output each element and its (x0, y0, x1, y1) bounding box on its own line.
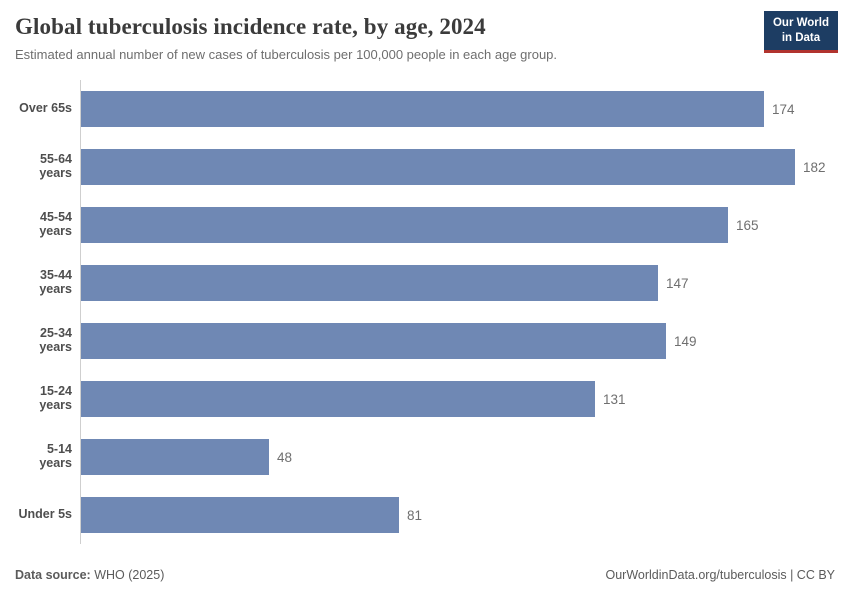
bar[interactable] (81, 149, 795, 185)
category-label: 55-64 years (39, 152, 72, 180)
bar-rows: Over 65s 174 55-64 years 182 45-54 years 165 3… (15, 80, 835, 544)
chart-footer: Data source: WHO (2025) OurWorldinData.o… (15, 562, 835, 590)
category-label: Under 5s (18, 507, 73, 522)
owid-logo[interactable]: Our World in Data (763, 11, 838, 53)
bar-row: 5-14 years 48 (15, 428, 835, 486)
value-label: 147 (666, 275, 689, 291)
bar-row: 25-34 years 149 (15, 312, 835, 370)
bar-row: Over 65s 174 (15, 80, 835, 138)
data-source: Data source: WHO (2025) (15, 568, 164, 582)
category-label: 45-54 years (39, 210, 72, 238)
category-label: 5-14 years (39, 442, 72, 470)
owid-logo-line1: Our World (772, 17, 829, 29)
category-label: 35-44 years (39, 268, 72, 296)
bar-track: 149 (80, 312, 835, 370)
bar-row: 35-44 years 147 (15, 254, 835, 312)
category-label: 15-24 years (39, 384, 72, 412)
bar-row: 15-24 years 131 (15, 370, 835, 428)
value-label: 81 (407, 507, 423, 523)
bar-track: 81 (80, 486, 835, 544)
bar-row: 45-54 years 165 (15, 196, 835, 254)
category-label: 25-34 years (39, 326, 72, 354)
chart-header: Global tuberculosis incidence rate, by a… (15, 11, 838, 62)
bar[interactable] (81, 323, 666, 359)
category-label: Over 65s (19, 101, 72, 116)
bar-chart: Over 65s 174 55-64 years 182 45-54 years 165 3… (15, 80, 835, 562)
value-label: 149 (674, 333, 697, 349)
data-source-label: Data source: (15, 568, 91, 582)
chart-subtitle: Estimated annual number of new cases of … (15, 47, 558, 62)
data-source-value: WHO (2025) (94, 568, 165, 582)
bar-track: 182 (80, 138, 835, 196)
bar-row: 55-64 years 182 (15, 138, 835, 196)
bar-track: 131 (80, 370, 835, 428)
value-label: 48 (277, 449, 293, 465)
value-label: 165 (736, 217, 759, 233)
bar[interactable] (81, 265, 658, 301)
bar-track: 165 (80, 196, 835, 254)
chart-title: Global tuberculosis incidence rate, by a… (15, 14, 486, 39)
bar-track: 48 (80, 428, 835, 486)
bar[interactable] (81, 91, 764, 127)
bar[interactable] (81, 207, 728, 243)
owid-logo-line2: in Data (781, 31, 821, 44)
value-label: 131 (603, 391, 626, 407)
bar[interactable] (81, 439, 269, 475)
value-label: 182 (803, 159, 826, 175)
value-label: 174 (772, 101, 795, 117)
attribution-link[interactable]: OurWorldinData.org/tuberculosis | CC BY (605, 568, 836, 582)
bar[interactable] (81, 381, 595, 417)
bar-track: 147 (80, 254, 835, 312)
bar-track: 174 (80, 80, 835, 138)
bar[interactable] (81, 497, 399, 533)
bar-row: Under 5s 81 (15, 486, 835, 544)
